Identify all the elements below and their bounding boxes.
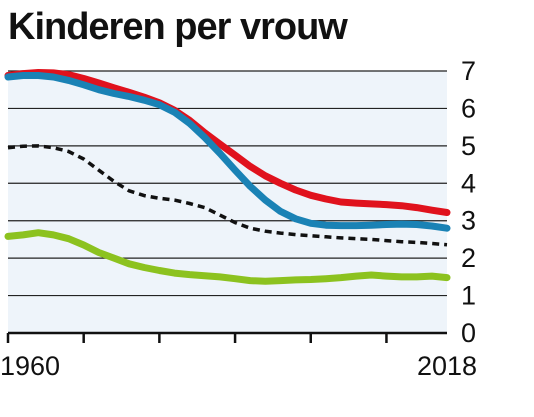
x-tick-label: 2018 bbox=[417, 351, 477, 381]
y-tick-labels: 0 1 2 3 4 5 6 7 bbox=[461, 56, 476, 348]
y-tick-label: 7 bbox=[461, 56, 476, 86]
series-line-1 bbox=[4, 69, 451, 216]
series-line-3 bbox=[7, 144, 448, 247]
y-tick-label: 6 bbox=[461, 93, 476, 123]
series-lines bbox=[4, 69, 451, 285]
y-tick-label: 1 bbox=[461, 281, 476, 311]
chart-title: Kinderen per vrouw bbox=[8, 6, 348, 48]
series-line-4 bbox=[4, 229, 451, 285]
x-ticks bbox=[6, 333, 388, 343]
x-tick-label: 1960 bbox=[0, 351, 60, 381]
series-line-2 bbox=[4, 72, 451, 232]
y-tick-label: 4 bbox=[461, 168, 476, 198]
y-tick-label: 5 bbox=[461, 131, 476, 161]
y-tick-label: 2 bbox=[461, 243, 476, 273]
y-tick-label: 0 bbox=[461, 318, 476, 348]
y-tick-label: 3 bbox=[461, 206, 476, 236]
gridlines bbox=[8, 70, 447, 297]
x-tick-labels: 1960 2018 bbox=[0, 351, 477, 381]
